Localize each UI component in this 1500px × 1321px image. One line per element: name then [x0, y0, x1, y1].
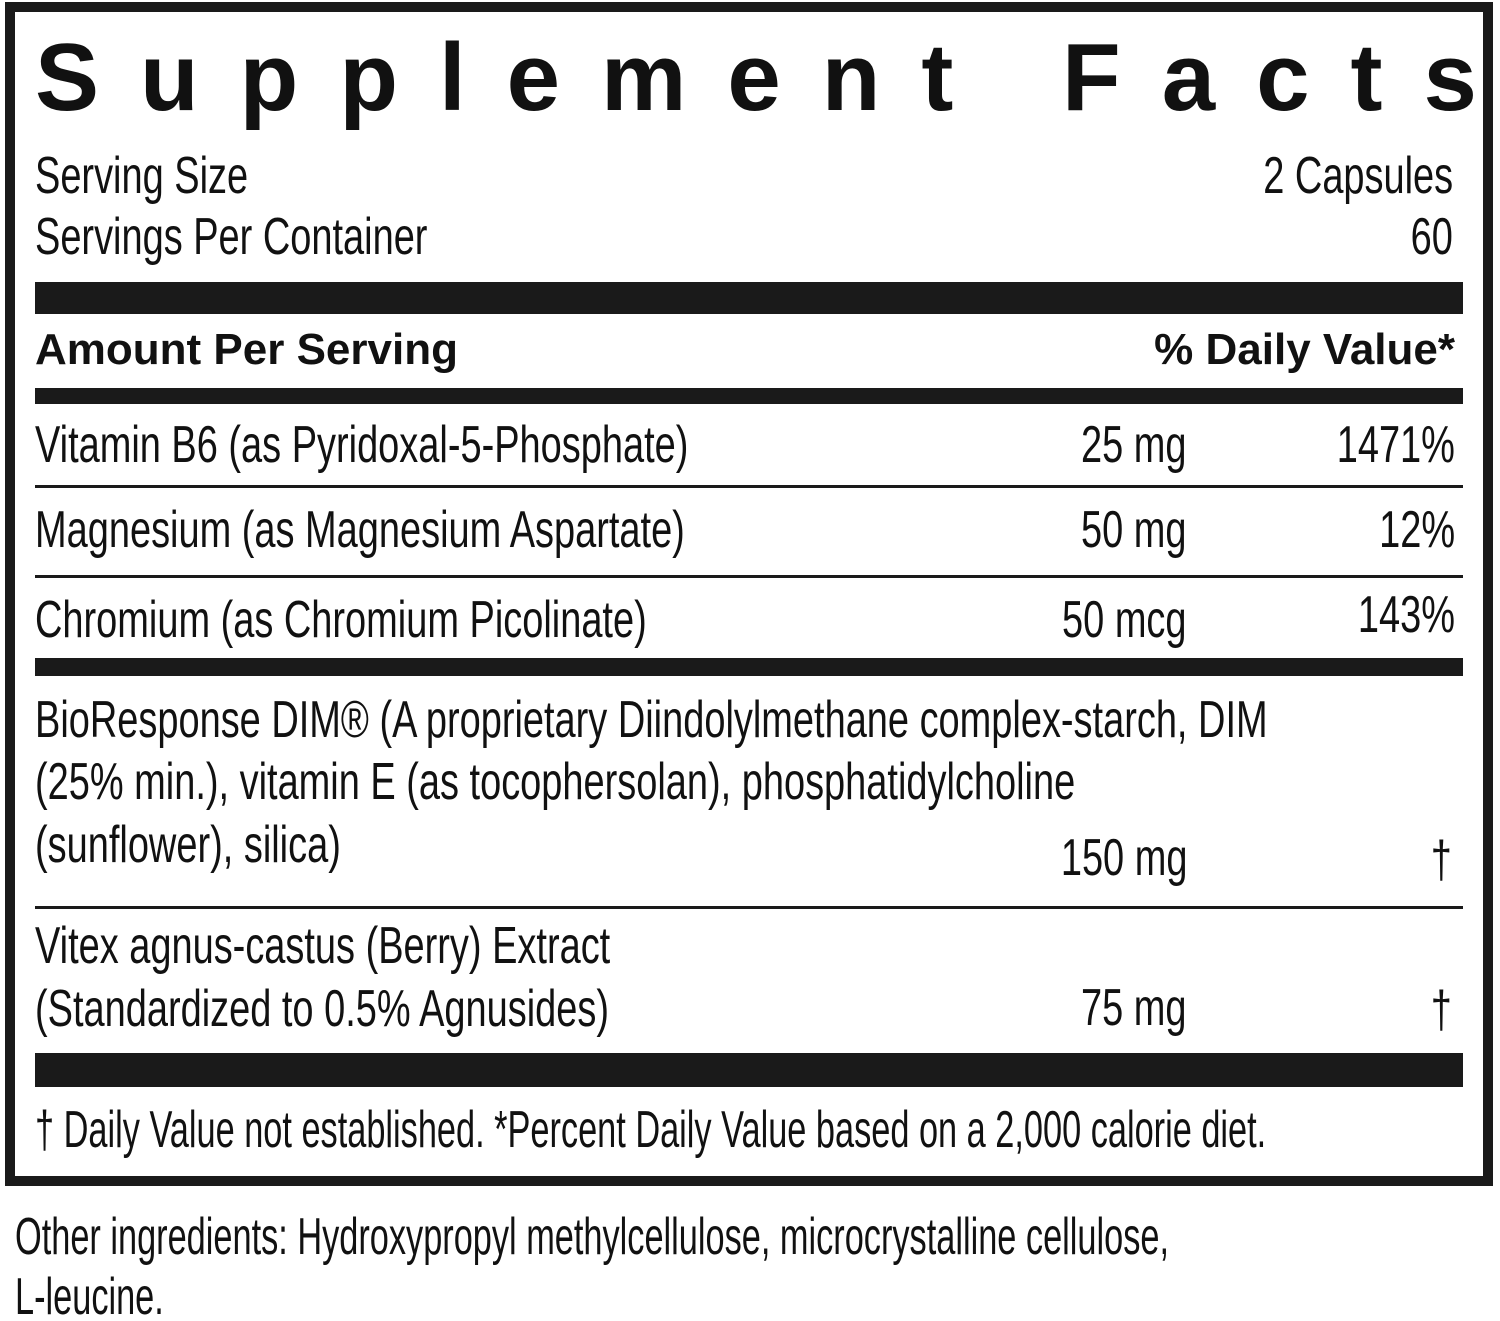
- thin-rule: [35, 906, 1463, 909]
- thick-rule: [35, 1053, 1463, 1087]
- nutrient-name: Chromium (as Chromium Picolinate): [35, 591, 647, 649]
- nutrient-amount: 50 mcg: [1062, 591, 1187, 649]
- nutrient-name: (Standardized to 0.5% Agnusides): [35, 980, 609, 1038]
- nutrient-amount: 25 mg: [1081, 416, 1187, 474]
- thin-rule: [35, 485, 1463, 488]
- nutrient-name: Vitex agnus-castus (Berry) Extract: [35, 917, 611, 975]
- amount-header: Amount Per Serving: [35, 325, 458, 374]
- other-ingredients: Other ingredients: Hydroxypropyl methylc…: [15, 1208, 1169, 1266]
- servings-per-container-value: 60: [1410, 208, 1453, 266]
- nutrient-amount: 75 mg: [1081, 979, 1187, 1037]
- nutrient-daily-value: 12%: [1379, 501, 1455, 559]
- nutrient-name: BioResponse DIM® (A proprietary Diindoly…: [35, 691, 1268, 749]
- nutrient-daily-value: 143%: [1357, 586, 1455, 644]
- nutrient-name: Magnesium (as Magnesium Aspartate): [35, 501, 685, 559]
- nutrient-name: (sunflower), silica): [35, 816, 341, 874]
- thin-rule: [35, 575, 1463, 578]
- servings-per-container-label: Servings Per Container: [35, 208, 428, 266]
- nutrient-amount: 50 mg: [1081, 501, 1187, 559]
- nutrient-daily-value: †: [1430, 981, 1452, 1039]
- nutrient-name: (25% min.), vitamin E (as tocophersolan)…: [35, 753, 1076, 811]
- medium-rule: [35, 658, 1463, 676]
- daily-value-header: % Daily Value*: [1154, 325, 1455, 374]
- serving-size-value: 2 Capsules: [1263, 147, 1453, 205]
- facts-box: [5, 2, 1493, 1186]
- medium-rule: [35, 388, 1463, 404]
- title: Supplement Facts: [35, 24, 1500, 131]
- other-ingredients: L-leucine.: [15, 1268, 164, 1321]
- nutrient-name: Vitamin B6 (as Pyridoxal-5-Phosphate): [35, 416, 689, 474]
- footnote: † Daily Value not established. *Percent …: [35, 1101, 1267, 1159]
- serving-size-label: Serving Size: [35, 147, 249, 205]
- nutrient-daily-value: †: [1430, 831, 1452, 889]
- thick-rule: [35, 282, 1463, 314]
- nutrient-amount: 150 mg: [1060, 829, 1187, 887]
- nutrient-daily-value: 1471%: [1336, 416, 1455, 474]
